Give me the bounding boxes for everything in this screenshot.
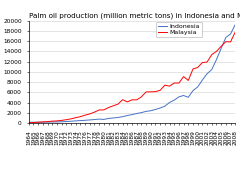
Malaysia	[112, 105, 115, 107]
Indonesia	[182, 94, 185, 96]
Malaysia	[107, 107, 110, 109]
Indonesia	[112, 117, 115, 119]
Indonesia	[177, 96, 180, 98]
Malaysia	[140, 96, 143, 98]
Malaysia	[229, 41, 232, 43]
Malaysia	[196, 67, 199, 69]
Indonesia	[65, 121, 68, 123]
Indonesia	[42, 121, 44, 123]
Indonesia	[107, 117, 110, 120]
Malaysia	[27, 122, 30, 124]
Malaysia	[121, 99, 124, 101]
Indonesia	[93, 119, 96, 121]
Malaysia	[65, 119, 68, 121]
Malaysia	[234, 31, 237, 33]
Malaysia	[84, 114, 87, 116]
Malaysia	[46, 121, 49, 123]
Indonesia	[46, 121, 49, 123]
Malaysia	[37, 121, 40, 123]
Malaysia	[135, 99, 138, 101]
Malaysia	[177, 82, 180, 84]
Line: Malaysia: Malaysia	[29, 32, 235, 123]
Indonesia	[220, 47, 222, 49]
Indonesia	[173, 99, 176, 101]
Indonesia	[196, 86, 199, 88]
Malaysia	[210, 54, 213, 56]
Malaysia	[192, 68, 194, 70]
Indonesia	[37, 121, 40, 123]
Indonesia	[168, 101, 171, 103]
Malaysia	[32, 121, 35, 123]
Indonesia	[163, 105, 166, 107]
Malaysia	[55, 120, 58, 122]
Indonesia	[206, 73, 209, 75]
Indonesia	[215, 59, 218, 61]
Indonesia	[60, 121, 63, 123]
Indonesia	[135, 113, 138, 115]
Indonesia	[55, 121, 58, 123]
Indonesia	[154, 108, 157, 110]
Indonesia	[116, 116, 119, 119]
Malaysia	[206, 61, 209, 63]
Indonesia	[51, 121, 54, 123]
Indonesia	[201, 79, 204, 81]
Indonesia	[74, 120, 77, 122]
Malaysia	[51, 120, 54, 122]
Indonesia	[102, 118, 105, 120]
Malaysia	[98, 109, 101, 111]
Indonesia	[32, 121, 35, 123]
Indonesia	[145, 110, 148, 112]
Malaysia	[154, 91, 157, 93]
Indonesia	[121, 116, 124, 118]
Legend: Indonesia, Malaysia: Indonesia, Malaysia	[156, 22, 202, 37]
Malaysia	[70, 118, 72, 120]
Indonesia	[131, 114, 133, 116]
Indonesia	[70, 120, 72, 122]
Indonesia	[187, 96, 190, 98]
Malaysia	[215, 50, 218, 52]
Malaysia	[201, 62, 204, 64]
Indonesia	[234, 24, 237, 26]
Malaysia	[126, 101, 129, 103]
Indonesia	[140, 111, 143, 114]
Indonesia	[27, 121, 30, 123]
Malaysia	[224, 41, 227, 43]
Indonesia	[79, 120, 82, 122]
Malaysia	[159, 89, 162, 91]
Indonesia	[126, 115, 129, 117]
Malaysia	[149, 91, 152, 93]
Malaysia	[131, 99, 133, 101]
Malaysia	[74, 117, 77, 119]
Malaysia	[145, 91, 148, 93]
Indonesia	[149, 110, 152, 112]
Text: Palm oil production (million metric tons) in Indonesia and Malaysia, 1964-2008: Palm oil production (million metric tons…	[29, 13, 240, 19]
Malaysia	[182, 76, 185, 78]
Malaysia	[220, 45, 222, 47]
Malaysia	[116, 103, 119, 105]
Malaysia	[173, 82, 176, 84]
Malaysia	[42, 121, 44, 123]
Indonesia	[192, 90, 194, 92]
Indonesia	[84, 119, 87, 121]
Indonesia	[224, 36, 227, 38]
Malaysia	[187, 79, 190, 81]
Indonesia	[210, 69, 213, 71]
Indonesia	[98, 118, 101, 120]
Malaysia	[168, 85, 171, 87]
Malaysia	[79, 116, 82, 118]
Malaysia	[60, 119, 63, 121]
Indonesia	[159, 107, 162, 109]
Malaysia	[102, 109, 105, 111]
Malaysia	[163, 84, 166, 86]
Malaysia	[93, 111, 96, 113]
Indonesia	[229, 33, 232, 35]
Malaysia	[88, 113, 91, 115]
Indonesia	[88, 119, 91, 121]
Line: Indonesia: Indonesia	[29, 25, 235, 122]
